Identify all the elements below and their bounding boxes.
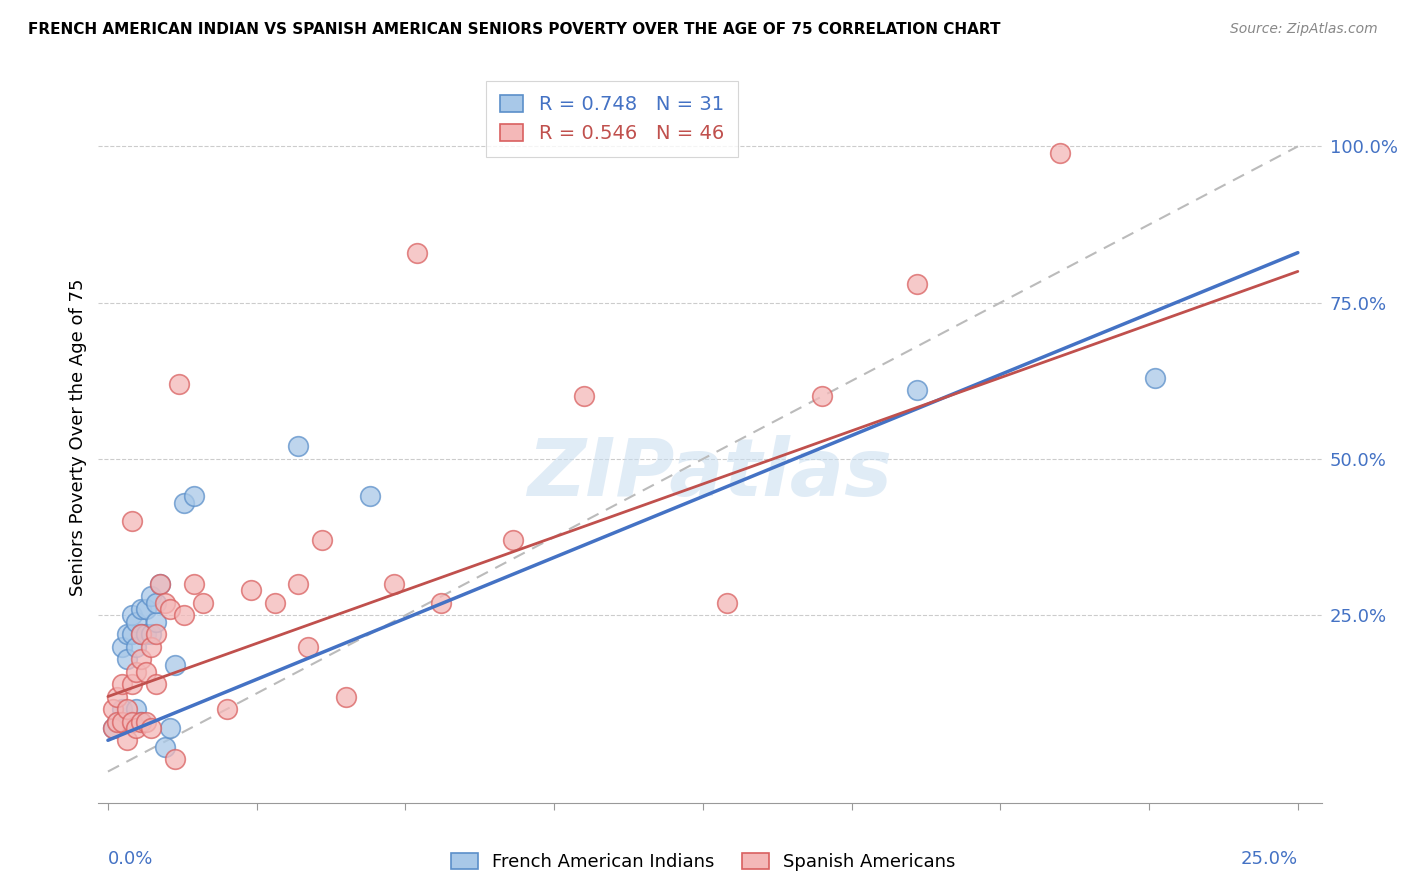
Point (115, 652, 138, 666)
Point (135, 627, 157, 641)
Point (811, 389, 834, 403)
Point (430, 596, 453, 610)
Point (153, 739, 176, 754)
Point (121, 714, 143, 729)
Point (107, 714, 129, 729)
Point (115, 627, 138, 641)
Point (239, 583, 262, 598)
Point (215, 702, 238, 716)
Point (129, 652, 152, 666)
Point (287, 577, 309, 591)
Point (382, 577, 405, 591)
Legend: French American Indians, Spanish Americans: French American Indians, Spanish America… (443, 846, 963, 879)
Point (111, 640, 134, 654)
Point (191, 596, 214, 610)
Point (183, 577, 205, 591)
Point (101, 702, 124, 716)
Point (139, 590, 162, 604)
Point (129, 714, 152, 729)
Point (125, 640, 148, 654)
Point (121, 515, 143, 529)
Point (135, 602, 157, 616)
Point (263, 596, 285, 610)
Point (297, 640, 319, 654)
Point (125, 721, 148, 735)
Point (125, 665, 148, 679)
Point (183, 490, 205, 504)
Point (905, 277, 928, 291)
Point (145, 615, 167, 629)
Point (121, 714, 143, 729)
Point (502, 533, 524, 548)
Point (905, 383, 928, 397)
Point (163, 658, 186, 673)
Point (572, 389, 595, 403)
Point (716, 596, 738, 610)
Point (101, 721, 124, 735)
Point (111, 702, 134, 716)
Legend: R = 0.748   N = 31, R = 0.546   N = 46: R = 0.748 N = 31, R = 0.546 N = 46 (486, 81, 738, 157)
Point (169, 376, 191, 391)
Point (107, 714, 129, 729)
Point (1049, 145, 1071, 160)
Point (111, 714, 134, 729)
Point (139, 721, 162, 735)
Point (101, 721, 124, 735)
Point (359, 490, 381, 504)
Point (139, 640, 162, 654)
Text: FRENCH AMERICAN INDIAN VS SPANISH AMERICAN SENIORS POVERTY OVER THE AGE OF 75 CO: FRENCH AMERICAN INDIAN VS SPANISH AMERIC… (28, 22, 1001, 37)
Point (125, 702, 148, 716)
Point (311, 533, 333, 548)
Point (115, 702, 138, 716)
Point (159, 602, 181, 616)
Point (173, 608, 195, 623)
Point (121, 608, 143, 623)
Point (111, 677, 134, 691)
Point (149, 577, 172, 591)
Point (335, 690, 357, 704)
Point (121, 627, 143, 641)
Point (121, 677, 143, 691)
Point (145, 627, 167, 641)
Point (129, 627, 152, 641)
Point (153, 596, 176, 610)
Point (1144, 370, 1167, 384)
Point (145, 677, 167, 691)
Text: 0.0%: 0.0% (108, 850, 153, 868)
Point (163, 752, 186, 766)
Point (115, 733, 138, 747)
Point (125, 615, 148, 629)
Text: 25.0%: 25.0% (1240, 850, 1298, 868)
Text: Source: ZipAtlas.com: Source: ZipAtlas.com (1230, 22, 1378, 37)
Point (139, 627, 162, 641)
Point (135, 714, 157, 729)
Point (129, 714, 152, 729)
Point (145, 596, 167, 610)
Point (287, 440, 309, 454)
Point (129, 627, 152, 641)
Point (406, 245, 429, 260)
Point (173, 496, 195, 510)
Text: ZIPatlas: ZIPatlas (527, 434, 893, 513)
Point (129, 602, 152, 616)
Point (135, 665, 157, 679)
Point (149, 577, 172, 591)
Point (159, 721, 181, 735)
Y-axis label: Seniors Poverty Over the Age of 75: Seniors Poverty Over the Age of 75 (69, 278, 87, 596)
Point (107, 690, 129, 704)
